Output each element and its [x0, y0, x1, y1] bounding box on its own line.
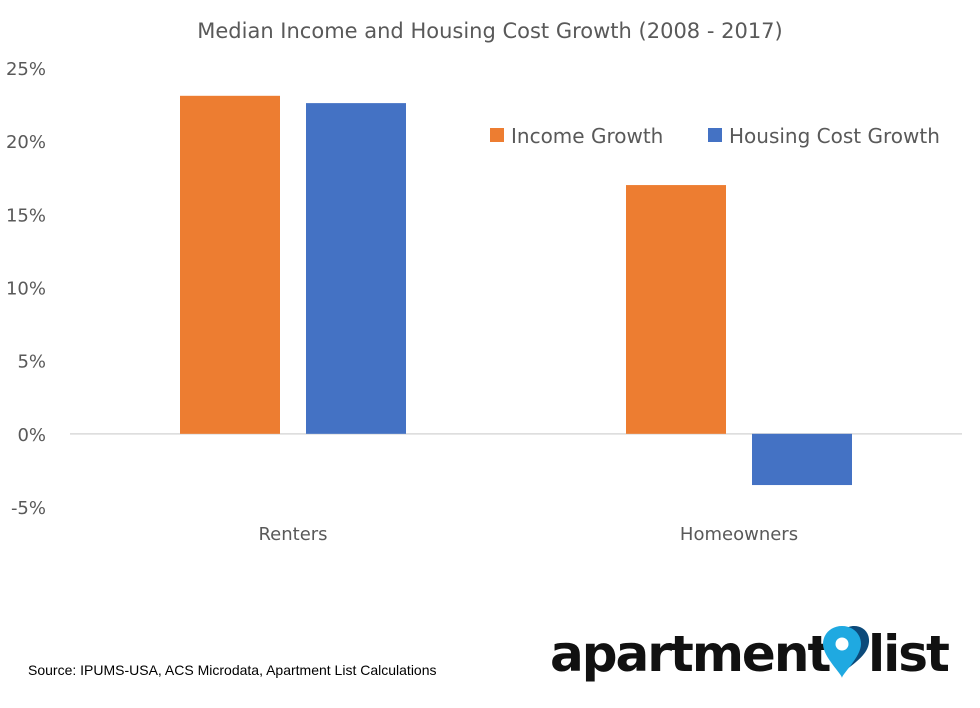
- x-tick-label: Renters: [258, 524, 327, 545]
- legend-label: Housing Cost Growth: [729, 124, 940, 148]
- y-tick-label: -5%: [11, 498, 46, 519]
- legend-swatch: [708, 128, 722, 142]
- logo-word-list: list: [868, 625, 950, 683]
- bar-housing-cost-growth-homeowners: [752, 433, 852, 486]
- legend: Income Growth Housing Cost Growth: [490, 124, 940, 148]
- source-note: Source: IPUMS-USA, ACS Microdata, Apartm…: [28, 662, 437, 678]
- y-tick-label: 25%: [6, 59, 46, 80]
- x-tick-label: Homeowners: [680, 524, 798, 545]
- apartment-list-logo: apartment list: [550, 622, 970, 692]
- y-tick-label: 5%: [17, 352, 46, 373]
- bar-income-growth-homeowners: [626, 185, 726, 434]
- x-axis: Renters Homeowners: [258, 524, 798, 545]
- logo-word-apartment: apartment: [550, 625, 831, 683]
- y-tick-label: 0%: [17, 425, 46, 446]
- chart: Median Income and Housing Cost Growth (2…: [6, 19, 962, 545]
- bar-income-growth-renters: [180, 95, 280, 434]
- chart-title: Median Income and Housing Cost Growth (2…: [197, 19, 782, 43]
- y-tick-label: 20%: [6, 132, 46, 153]
- y-tick-label: 15%: [6, 205, 46, 226]
- legend-label: Income Growth: [511, 124, 663, 148]
- y-axis: -5% 0% 5% 10% 15% 20% 25%: [6, 59, 46, 519]
- bar-housing-cost-growth-renters: [306, 103, 406, 434]
- map-pin-heart-icon: [823, 626, 870, 678]
- y-tick-label: 10%: [6, 279, 46, 300]
- legend-swatch: [490, 128, 504, 142]
- bars: [180, 95, 852, 486]
